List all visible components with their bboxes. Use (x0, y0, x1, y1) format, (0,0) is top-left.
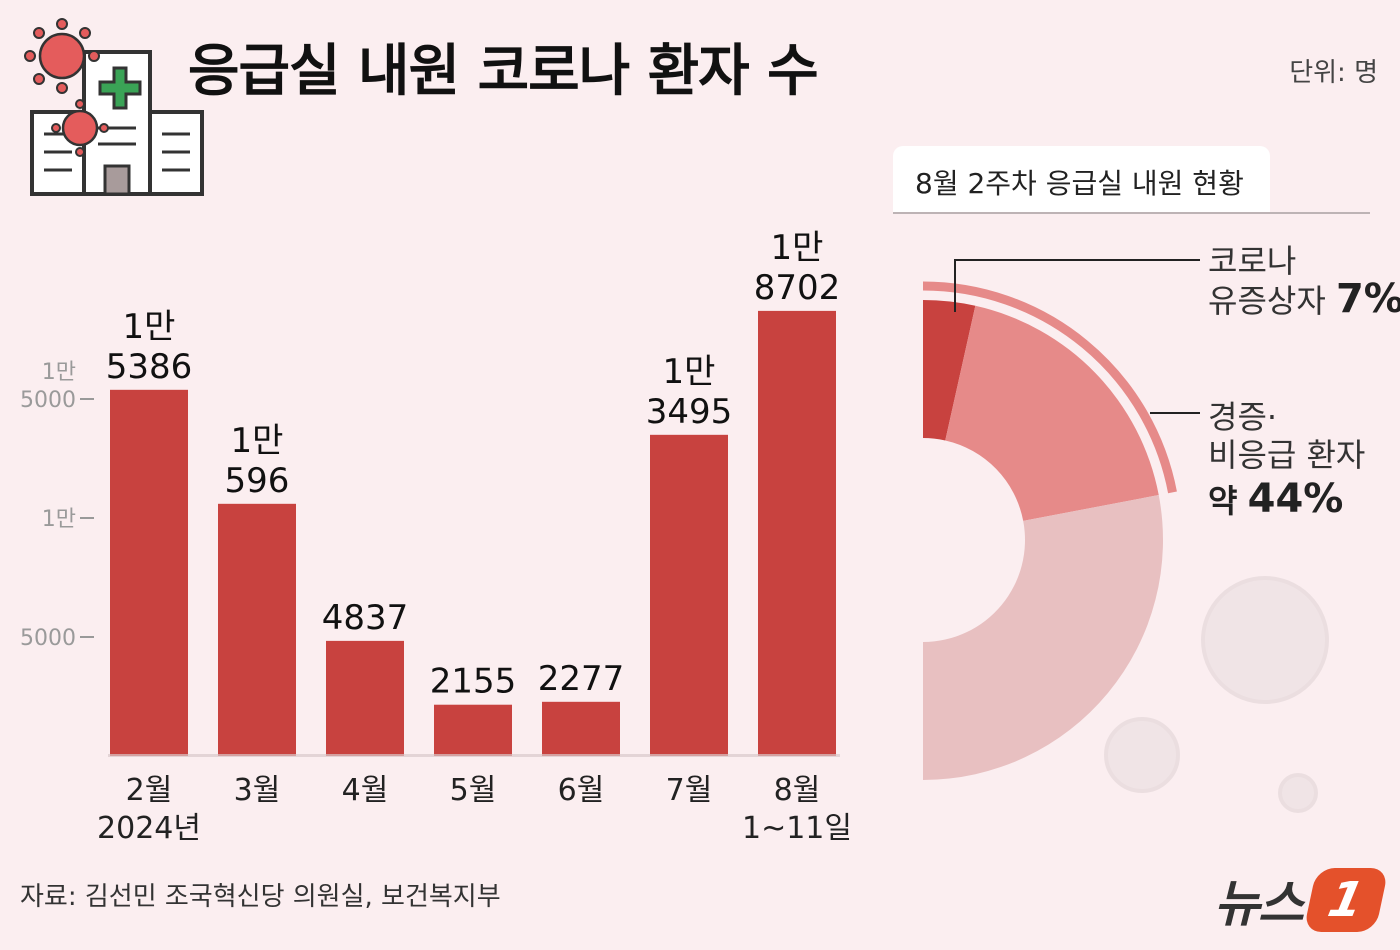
bar (326, 640, 404, 756)
x-tick-sublabel: 2024년 (97, 811, 201, 846)
bar (218, 503, 296, 756)
donut-slice (923, 300, 976, 441)
bar-value-label: 596 (225, 461, 290, 501)
bar-value-label: 3495 (646, 392, 733, 432)
hospital-virus-icon (24, 18, 204, 196)
x-tick-sublabel: 1~11일 (742, 811, 852, 846)
bar (434, 704, 512, 756)
x-axis-baseline (108, 754, 840, 757)
bar-value-label: 8702 (754, 268, 841, 308)
bar-value-label: 4837 (322, 598, 409, 638)
x-tick-label: 2월 (126, 773, 173, 808)
source-note: 자료: 김선민 조국혁신당 의원실, 보건복지부 (20, 882, 501, 912)
bar-value-label: 2277 (538, 659, 625, 699)
y-tick-label: 1만 (42, 360, 76, 385)
donut-title-box: 8월 2주차 응급실 내원 현황 (893, 146, 1270, 212)
donut-label-mild-prefix: 약 (1208, 482, 1238, 520)
y-tick-label: 1만 (42, 507, 76, 532)
bar-value-label-top: 1만 (771, 228, 824, 268)
donut-label-mild-line1: 경증· (1208, 398, 1278, 436)
donut-label-mild: 경증· 비응급 환자 약 44% (1208, 398, 1365, 520)
donut-label-covid-line1: 코로나 (1208, 242, 1297, 280)
page-title: 응급실 내원 코로나 환자 수 (188, 39, 819, 104)
x-tick-label: 7월 (666, 773, 713, 808)
y-tick-label: 5000 (20, 388, 76, 413)
x-tick-label: 3월 (234, 773, 281, 808)
bar-value-label-top: 1만 (123, 307, 176, 347)
unit-label: 단위: 명 (1289, 58, 1378, 88)
donut-slice (923, 495, 1163, 780)
virus-decoration-icon (1104, 576, 1329, 813)
y-tick-label: 5000 (20, 626, 76, 651)
bar (542, 701, 620, 756)
bar-value-label: 5386 (106, 347, 193, 387)
x-tick-label: 6월 (558, 773, 605, 808)
donut-label-covid: 코로나 유증상자 7% (1208, 242, 1400, 320)
x-tick-label: 5월 (450, 773, 497, 808)
donut-label-mild-line2: 비응급 환자 (1208, 436, 1366, 474)
donut-title-divider (893, 212, 1370, 214)
bar-value-label: 2155 (430, 662, 517, 702)
brand-logo: 뉴스 1 (1214, 864, 1389, 936)
donut-highlight-arc (922, 281, 1177, 494)
bar-value-label-top: 1만 (663, 352, 716, 392)
brand-badge-text: 1 (1323, 872, 1369, 928)
donut-slice (945, 305, 1159, 521)
x-tick-label: 4월 (342, 773, 389, 808)
donut-label-mild-pct: 44% (1247, 476, 1344, 522)
bar (110, 389, 188, 756)
bar (650, 434, 728, 756)
donut-title: 8월 2주차 응급실 내원 현황 (915, 167, 1244, 200)
brand-name: 뉴스 (1214, 875, 1304, 933)
donut-label-covid-line2: 유증상자 (1208, 282, 1326, 320)
leader-line-covid (954, 259, 1200, 312)
bar-value-label-top: 1만 (231, 421, 284, 461)
bar (758, 310, 836, 756)
brand-badge: 1 (1303, 868, 1389, 932)
donut-label-covid-pct: 7% (1335, 276, 1400, 322)
x-tick-label: 8월 (774, 773, 821, 808)
